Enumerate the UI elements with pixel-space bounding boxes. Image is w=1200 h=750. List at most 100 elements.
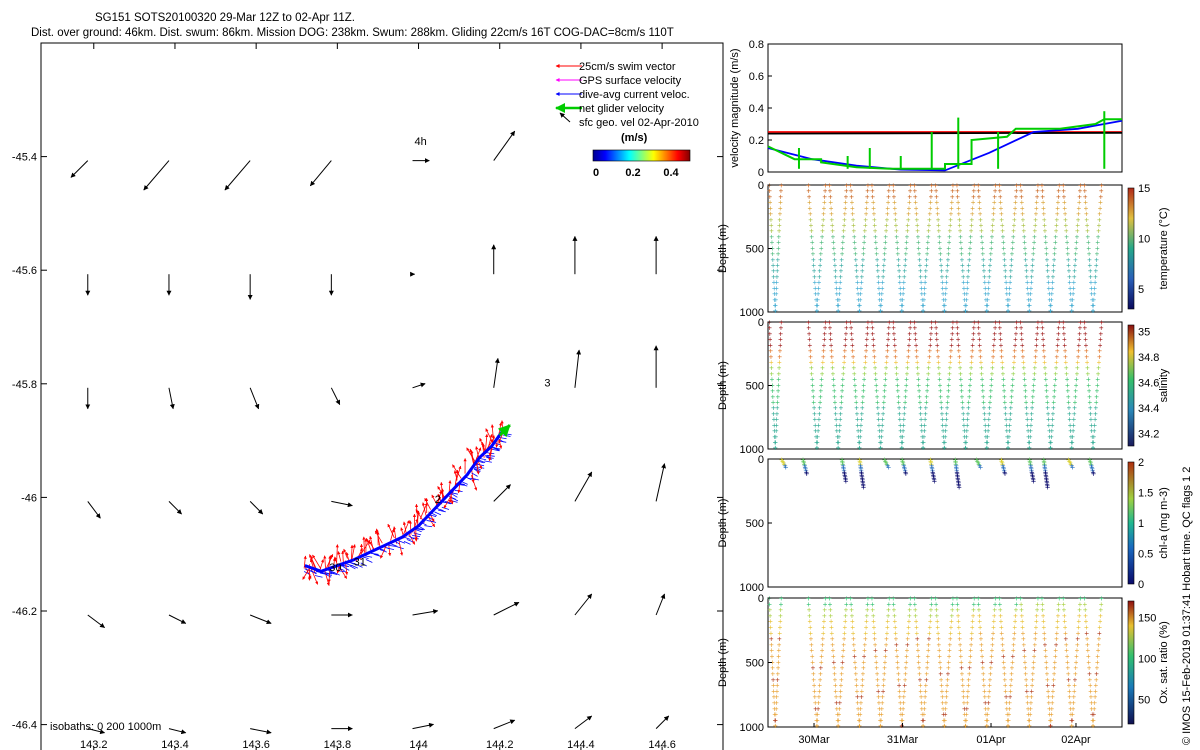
profile-sample-marker: + [938, 664, 943, 673]
profile-sample-marker: + [843, 335, 848, 344]
profile-sample-marker: + [822, 204, 827, 213]
profile-sample-marker: + [872, 210, 877, 219]
swim-vector [350, 544, 354, 560]
profile-sample-marker: + [841, 227, 846, 236]
colorbar-label: salinity [1158, 368, 1170, 402]
profile-sample-marker: + [839, 404, 844, 413]
profile-sample-marker: + [778, 204, 783, 213]
profile-sample-marker: + [935, 204, 940, 213]
profile-sample-marker: + [1027, 301, 1032, 310]
profile-sample-marker: + [1021, 352, 1026, 361]
profile-sample-marker: + [855, 693, 860, 702]
profile-sample-marker: + [822, 606, 827, 615]
profile-sample-marker: + [1050, 284, 1055, 293]
profile-sample-marker: + [859, 421, 864, 430]
profile-sample-marker: + [1090, 301, 1095, 310]
profile-sample-marker: + [1002, 669, 1007, 678]
profile-sample-marker: + [937, 646, 942, 655]
current-vector-arrow [655, 715, 670, 729]
profile-sample-marker: + [1006, 307, 1011, 316]
profile-sample-marker: + [885, 347, 890, 356]
profile-sample-marker: + [820, 221, 825, 230]
profile-sample-marker: + [860, 675, 865, 684]
profile-sample-marker: + [818, 261, 823, 270]
swim-vector [441, 488, 445, 499]
profile-sample-marker: + [990, 364, 995, 373]
profile-sample-marker: + [835, 710, 840, 719]
profile-sample-marker: + [898, 698, 903, 707]
profile-sample-marker: + [935, 623, 940, 632]
velocity-ytick-label: 0 [758, 167, 764, 179]
profile-sample-marker: + [1071, 704, 1076, 713]
colorbar-label: temperature (°C) [1158, 207, 1170, 289]
profile-sample-marker: + [860, 261, 865, 270]
profile-sample-marker: + [1083, 198, 1088, 207]
profile-sample-marker: + [914, 210, 919, 219]
chl-sample-marker: + [955, 469, 960, 479]
profile-sample-marker: + [924, 392, 929, 401]
profile-sample-marker: + [885, 352, 890, 361]
chl-sample-marker: + [1000, 460, 1005, 470]
colorbar-tick-2: 0.4 [663, 167, 679, 179]
profile-sample-marker: + [1048, 301, 1053, 310]
profile-sample-marker: + [1073, 664, 1078, 673]
chl-sample-marker: + [860, 475, 865, 485]
profile-sample-marker: + [811, 250, 816, 259]
profile-sample-marker: + [905, 635, 910, 644]
profile-sample-marker: + [1019, 606, 1024, 615]
profile-sample-marker: + [944, 278, 949, 287]
profile-sample-marker: + [861, 664, 866, 673]
profile-sample-marker: + [1034, 198, 1039, 207]
profile-sample-marker: + [892, 329, 897, 338]
profile-sample-marker: + [829, 347, 834, 356]
profile-sample-marker: + [926, 375, 931, 384]
profile-sample-marker: + [1096, 640, 1101, 649]
profile-sample-marker: + [864, 611, 869, 620]
chl-sample-marker: + [1088, 457, 1093, 467]
profile-sample-marker: + [858, 710, 863, 719]
profile-sample-marker: + [844, 600, 849, 609]
profile-sample-marker: + [981, 669, 986, 678]
profile-sample-marker: + [1067, 415, 1072, 424]
profile-sample-marker: + [881, 687, 886, 696]
profile-sample-marker: + [966, 404, 971, 413]
profile-sample-marker: + [814, 716, 819, 725]
profile-sample-marker: + [1064, 635, 1069, 644]
profile-sample-marker: + [1006, 716, 1011, 725]
profile-sample-marker: + [955, 600, 960, 609]
chl-sample-marker: + [1029, 464, 1034, 474]
profile-sample-marker: + [968, 375, 973, 384]
chl-sample-marker: + [903, 469, 908, 479]
profile-sample-marker: + [1061, 187, 1066, 196]
profile-sample-marker: + [769, 369, 774, 378]
dive-current-vector [370, 552, 379, 555]
profile-sample-marker: + [999, 617, 1004, 626]
profile-sample-marker: + [813, 698, 818, 707]
profile-sample-marker: + [925, 658, 930, 667]
profile-sample-marker: + [1091, 716, 1096, 725]
profile-sample-marker: + [922, 284, 927, 293]
profile-sample-marker: + [1070, 710, 1075, 719]
profile-sample-marker: + [778, 347, 783, 356]
profile-sample-marker: + [1027, 307, 1032, 316]
profile-sample-marker: + [989, 652, 994, 661]
profile-sample-marker: + [809, 358, 814, 367]
profile-sample-marker: + [980, 375, 985, 384]
profile-sample-marker: + [936, 227, 941, 236]
profile-sample-marker: + [1034, 611, 1039, 620]
profile-sample-marker: + [777, 227, 782, 236]
profile-sample-marker: + [1044, 381, 1049, 390]
profile-sample-marker: + [1034, 210, 1039, 219]
profile-sample-marker: + [1098, 198, 1103, 207]
profile-sample-marker: + [979, 640, 984, 649]
profile-sample-marker: + [769, 646, 774, 655]
colorbar-tick-label: 2 [1138, 457, 1144, 469]
profile-sample-marker: + [929, 594, 934, 603]
profile-sample-marker: + [1048, 722, 1053, 731]
profile-sample-marker: + [875, 681, 880, 690]
profile-sample-marker: + [982, 272, 987, 281]
profile-sample-marker: + [833, 398, 838, 407]
profile-sample-marker: + [912, 181, 917, 190]
profile-sample-marker: + [878, 444, 883, 453]
profile-sample-marker: + [943, 290, 948, 299]
